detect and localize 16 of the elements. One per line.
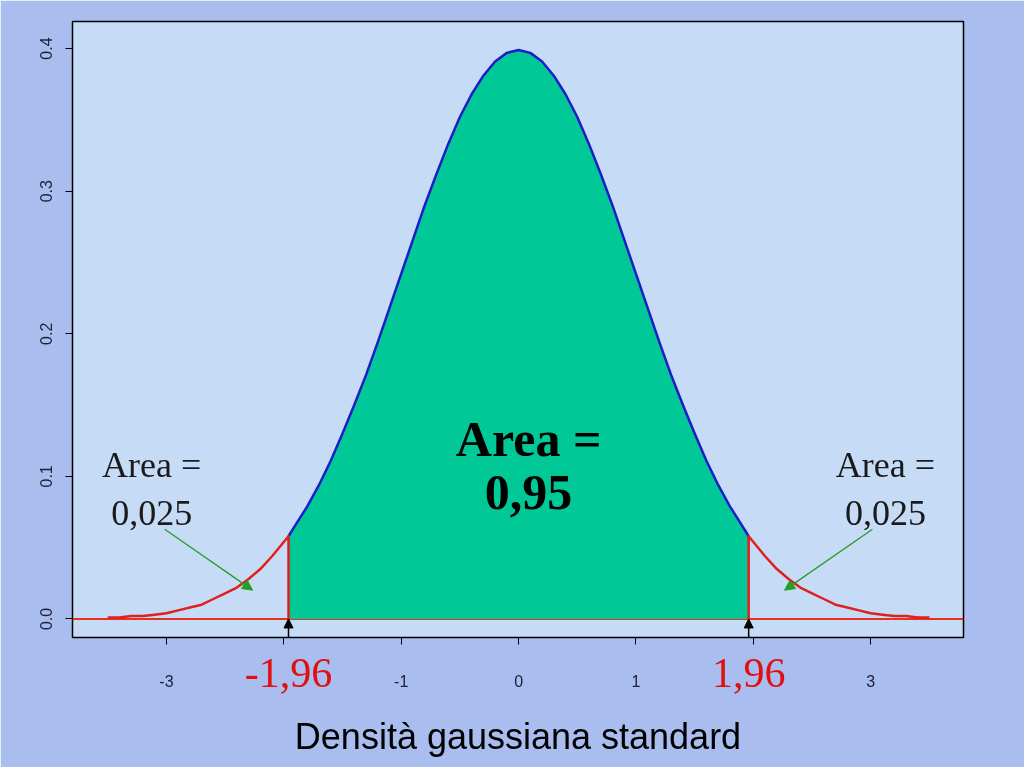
x-tick-label: 3 [866,672,876,690]
y-tick-label: 0.2 [38,322,56,345]
x-axis-title: Densità gaussiana standard [294,715,742,757]
y-tick-label: 0.3 [38,179,56,203]
annotation: Area = 0,025 [102,445,202,534]
x-tick-label: -1 [394,672,409,690]
annotation: Area = 0,025 [835,445,936,534]
annotation: -1,96 [244,649,333,696]
x-tick-label: 0 [514,672,524,690]
annotation: Area = 0,95 [455,410,602,520]
annotation: 1,96 [711,649,786,696]
y-tick-label: 0.4 [38,37,56,60]
x-tick-label: 1 [631,672,641,690]
x-tick-label: -3 [159,672,174,690]
y-tick-label: 0.1 [38,465,56,488]
y-tick-label: 0.0 [38,607,56,631]
